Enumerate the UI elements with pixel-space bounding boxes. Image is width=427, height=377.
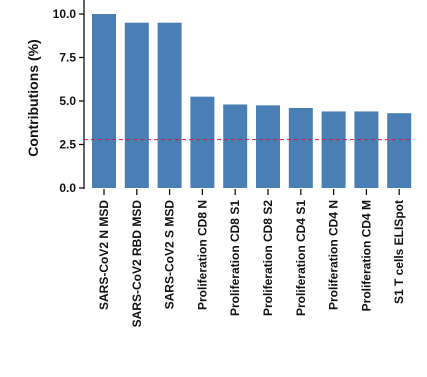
bar [157, 22, 182, 189]
x-tick-label: SARS-CoV2 RBD MSD [130, 200, 144, 328]
y-tick-label: 5.0 [59, 94, 76, 108]
y-axis: 0.0 2.5 5.0 7.5 10.0 [53, 0, 85, 195]
y-axis-title: Contributions (%) [25, 39, 41, 156]
bar [124, 22, 149, 189]
bar [321, 111, 346, 188]
bar [92, 14, 116, 188]
y-tick-label: 0.0 [59, 181, 76, 195]
bar [223, 104, 248, 188]
x-tick-label: S1 T cells ELISpot [392, 200, 406, 304]
y-tick-label: 7.5 [59, 51, 76, 65]
x-tick-label: Proliferation CD8 S2 [261, 200, 275, 316]
x-tick-label: SARS-CoV2 S MSD [163, 200, 177, 310]
x-tick-label: SARS-CoV2 N MSD [97, 200, 111, 310]
x-tick-label: Proliferation CD8 S1 [228, 200, 242, 316]
x-axis: SARS-CoV2 N MSD SARS-CoV2 RBD MSD SARS-CoV… [97, 189, 406, 327]
bar [288, 107, 313, 188]
y-tick-label: 10.0 [53, 7, 77, 21]
bars [92, 14, 412, 189]
x-tick-label: Proliferation CD4 N [327, 200, 341, 310]
x-tick-label: Proliferation CD4 M [359, 200, 373, 311]
y-tick-label: 2.5 [59, 138, 76, 152]
bar [256, 105, 280, 188]
bar [354, 111, 379, 188]
bar [190, 96, 215, 188]
x-tick-label: Proliferation CD4 S1 [294, 200, 308, 316]
x-tick-label: Proliferation CD8 N [195, 200, 209, 310]
bar [387, 113, 412, 188]
